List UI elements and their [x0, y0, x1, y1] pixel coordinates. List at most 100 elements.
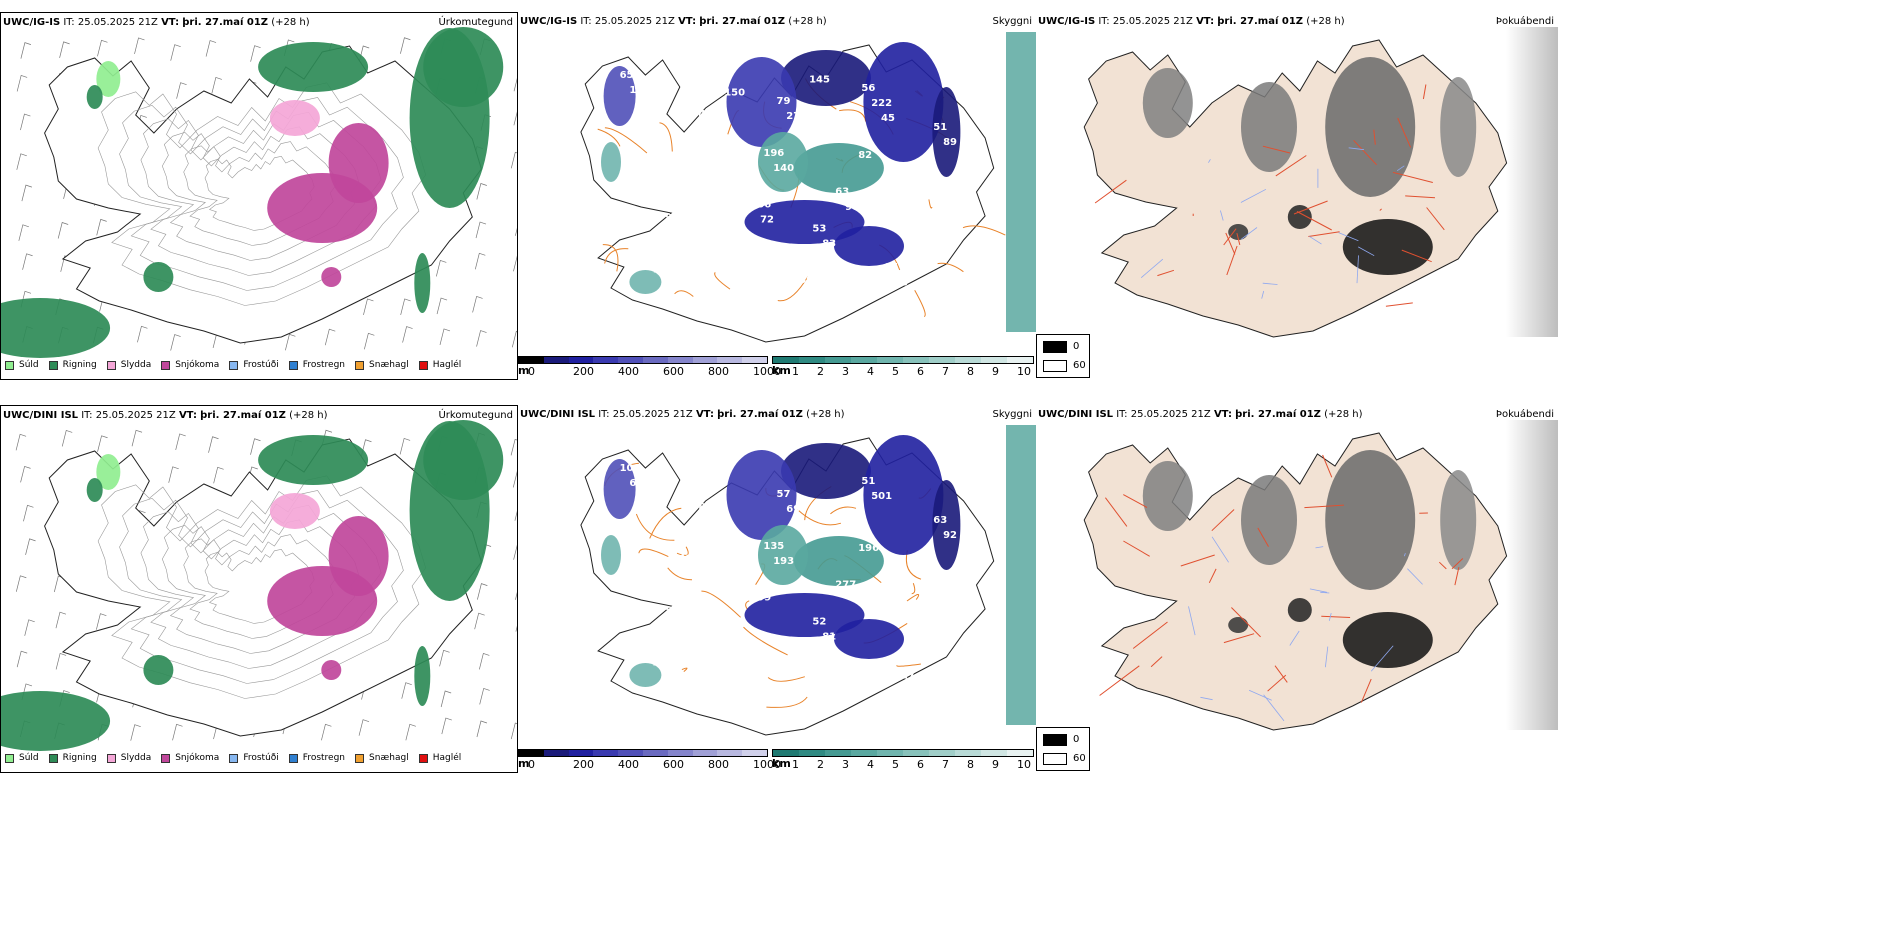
visibility-tick-label: 10 — [1017, 758, 1031, 771]
fog-legend: 0 60 — [1036, 334, 1090, 378]
road-line — [1304, 504, 1344, 509]
cloud-base-value: 757 — [688, 569, 709, 580]
precip-legend-item: Snjókoma — [161, 753, 219, 763]
wind-barb — [137, 325, 148, 343]
wind-barb — [511, 330, 517, 348]
road-line — [1373, 129, 1376, 145]
field-name: Skyggni — [992, 16, 1032, 27]
visibility-color-step — [981, 357, 1007, 363]
road-line — [1385, 302, 1413, 307]
panel-header: UWC/IG-IS IT: 25.05.2025 21Z VT: þri. 27… — [3, 17, 310, 28]
visibility-colorbar: km 1 2 3 4 5 6 7 8 9 10 — [772, 749, 1034, 773]
road-line — [906, 594, 920, 602]
wind-barb — [476, 183, 487, 200]
cloud-patch — [726, 57, 797, 147]
precip-legend-swatch — [288, 360, 298, 370]
wind-barb — [61, 429, 73, 447]
precip-area — [414, 253, 431, 313]
visibility-tick-label: 6 — [917, 758, 924, 771]
precip-area — [414, 646, 431, 706]
road-line — [1150, 656, 1163, 668]
wind-barb — [170, 44, 181, 61]
precip-legend-swatch — [161, 753, 171, 763]
precip-legend-item: Frostregn — [288, 360, 345, 370]
river-line — [1328, 613, 1332, 621]
visibility-tick-label: 6 — [917, 365, 924, 378]
precip-map — [1, 420, 517, 751]
visibility-color-step — [773, 357, 799, 363]
cloud-base-value: 81 — [822, 632, 836, 643]
precip-legend-swatch — [48, 360, 58, 370]
river-line — [1220, 210, 1224, 221]
cloud-base-value: 65 — [620, 70, 634, 81]
visibility-color-step — [851, 750, 877, 756]
road-line — [1267, 674, 1287, 692]
cloud-base-value: 79 — [727, 629, 741, 640]
cloud-base-value: 64 — [629, 478, 643, 489]
offshore-fog — [1506, 27, 1558, 337]
ceiling-color-step — [618, 750, 643, 756]
road-line — [1104, 497, 1128, 527]
wind-barb — [250, 438, 261, 455]
precip-legend-item: Haglél — [418, 753, 462, 763]
fog-legend-swatch-60 — [1043, 753, 1067, 765]
precip-area — [258, 42, 369, 92]
precip-area — [423, 27, 504, 107]
ceiling-color-strip — [518, 749, 768, 757]
visibility-color-step — [825, 357, 851, 363]
cloud-base-value: 59 — [799, 275, 813, 286]
visibility-color-strip — [772, 749, 1034, 757]
cloud-base-value: 140 — [773, 163, 794, 174]
road-line — [1353, 139, 1377, 166]
fog-legend-label-0: 0 — [1073, 341, 1080, 352]
fog-patch — [1325, 450, 1416, 590]
wind-barb — [401, 682, 412, 699]
wind-barb — [435, 259, 447, 277]
river-line — [1248, 689, 1272, 701]
precip-legend-label: Súld — [19, 753, 39, 763]
fog-patch — [1142, 68, 1193, 138]
wind-barb — [22, 253, 33, 270]
cloud-base-value: 82 — [858, 150, 872, 161]
visibility-color-step — [903, 357, 929, 363]
river-line — [1320, 591, 1330, 594]
cloud-patch — [932, 480, 961, 570]
road-line — [1262, 145, 1291, 154]
cloud-base-value: 51 — [933, 122, 947, 133]
wind-barb — [474, 252, 486, 270]
river-line — [1200, 696, 1213, 701]
precip-legend-label: Rigning — [62, 360, 97, 370]
fog-patch — [1142, 461, 1193, 531]
cloud-base-value: 52 — [812, 616, 826, 627]
wind-barb — [475, 221, 487, 239]
precip-legend-label: Frostúði — [243, 360, 279, 370]
wind-barb — [400, 298, 411, 315]
wind-barb — [55, 652, 67, 670]
wind-barb — [211, 76, 222, 94]
wind-barb — [479, 687, 490, 705]
road-line — [830, 506, 857, 515]
road-line — [1208, 568, 1217, 584]
visibility-color-step — [799, 750, 825, 756]
precip-legend-label: Haglél — [432, 753, 462, 763]
precip-legend-swatch — [355, 753, 365, 763]
fog-legend-swatch-0 — [1043, 734, 1067, 746]
road-line — [604, 127, 648, 154]
precip-legend-label: Rigning — [62, 753, 97, 763]
road-line — [674, 290, 694, 297]
wind-barb — [510, 151, 517, 169]
precip-area — [321, 267, 342, 287]
cloud-base-value: 33 — [656, 197, 670, 208]
road-line — [797, 509, 842, 526]
fog-patch — [1287, 205, 1312, 229]
cloud-patch — [603, 66, 636, 126]
road-line — [1392, 171, 1433, 183]
wind-barb — [97, 435, 108, 452]
fog-patch — [1440, 77, 1477, 177]
fog-legend-label-60: 60 — [1073, 360, 1086, 371]
road-line — [1321, 615, 1351, 618]
cloud-patch — [834, 619, 904, 659]
field-name: Úrkomutegund — [438, 410, 513, 421]
visibility-color-step — [981, 750, 1007, 756]
wind-barb — [130, 724, 141, 741]
